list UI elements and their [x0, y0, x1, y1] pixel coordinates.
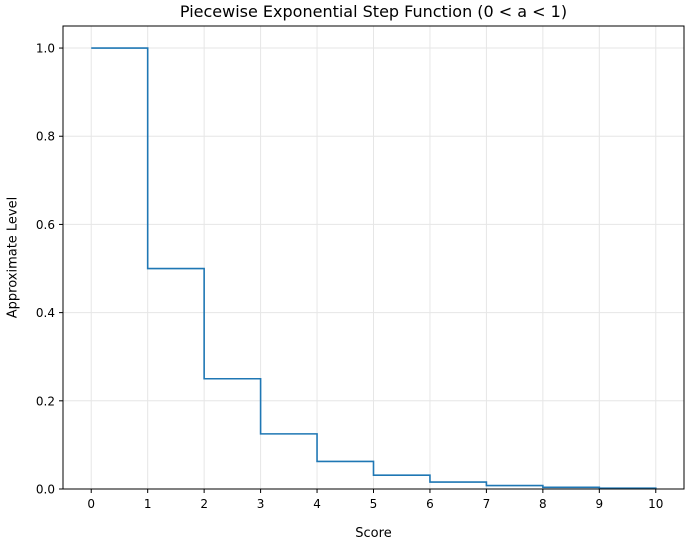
x-tick-label: 10 — [648, 497, 663, 511]
y-tick-label: 0.4 — [36, 306, 55, 320]
x-tick-label: 0 — [87, 497, 95, 511]
x-tick-label: 5 — [370, 497, 378, 511]
y-axis-ticks: 0.0 0.2 0.4 0.6 0.8 1.0 — [36, 42, 63, 497]
x-tick-label: 1 — [144, 497, 152, 511]
x-tick-label: 7 — [483, 497, 491, 511]
x-axis-ticks: 0 1 2 3 4 5 6 7 8 9 10 — [87, 489, 663, 511]
y-tick-label: 0.8 — [36, 130, 55, 144]
x-axis-label: Score — [355, 526, 391, 538]
y-tick-label: 0.2 — [36, 394, 55, 408]
x-tick-label: 3 — [257, 497, 265, 511]
x-tick-label: 2 — [200, 497, 208, 511]
series-layer — [91, 47, 657, 489]
y-tick-label: 0.6 — [36, 218, 55, 232]
chart-title: Piecewise Exponential Step Function (0 <… — [180, 2, 567, 21]
series-step-line — [91, 47, 657, 489]
x-tick-label: 8 — [539, 497, 547, 511]
grid-lines — [63, 26, 684, 490]
x-tick-label: 9 — [595, 497, 603, 511]
x-tick-label: 6 — [426, 497, 434, 511]
y-tick-label: 1.0 — [36, 42, 55, 56]
x-tick-label: 4 — [313, 497, 321, 511]
y-tick-label: 0.0 — [36, 483, 55, 497]
y-axis-label: Approximate Level — [6, 197, 21, 319]
